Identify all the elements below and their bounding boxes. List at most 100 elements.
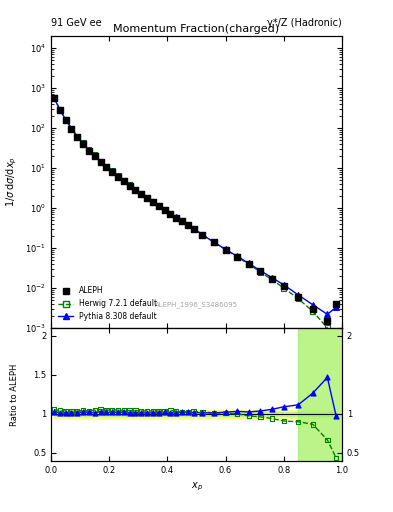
Point [132,409,139,417]
Point [121,177,127,185]
Point [103,406,110,414]
Point [144,194,150,202]
Point [173,409,179,417]
Point [333,300,339,308]
Point [156,202,162,210]
Point [103,163,110,171]
Point [138,190,144,198]
Point [295,294,301,303]
Point [121,408,127,416]
Point [121,407,127,415]
Point [199,231,206,239]
Point [57,409,63,417]
Point [138,190,144,198]
Point [80,139,86,147]
Point [179,408,185,416]
Point [234,252,241,261]
Point [295,293,301,301]
Point [173,213,179,221]
Point [222,409,229,417]
Point [281,282,287,290]
Point [310,389,316,397]
Point [222,246,229,254]
Point [86,146,92,155]
Point [173,407,179,415]
Point [191,407,197,415]
Point [109,167,115,175]
Point [295,401,301,409]
Point [156,407,162,415]
Point [269,405,275,413]
Point [68,409,75,417]
Point [86,146,92,155]
Point [234,253,241,261]
Point [324,324,331,332]
Text: ALEPH_1996_S3486095: ALEPH_1996_S3486095 [155,301,238,308]
Point [92,409,98,417]
Y-axis label: $1/\sigma\,\mathrm{d}\sigma/\mathrm{d}x_p$: $1/\sigma\,\mathrm{d}\sigma/\mathrm{d}x_… [5,157,19,207]
Point [162,407,168,415]
Point [310,307,316,315]
Point [103,162,110,170]
Point [115,172,121,180]
Point [246,412,252,420]
Point [295,418,301,426]
Point [310,301,316,309]
Point [162,408,168,416]
Point [57,105,63,114]
Point [97,408,104,416]
Point [333,412,339,420]
Point [246,408,252,416]
Point [324,310,331,318]
Point [310,420,316,429]
Point [109,168,115,176]
Point [74,133,81,141]
Point [167,210,173,218]
Point [150,198,156,206]
Y-axis label: Ratio to ALEPH: Ratio to ALEPH [10,363,19,425]
Point [92,152,98,160]
Point [281,403,287,411]
Point [185,408,191,416]
Point [86,146,92,154]
Point [68,124,75,133]
Point [191,224,197,232]
Point [167,210,173,218]
Point [185,221,191,229]
Point [211,409,217,417]
Point [51,408,57,416]
Point [51,406,57,414]
Point [132,185,139,194]
Point [211,238,217,246]
Point [179,217,185,225]
Point [162,206,168,214]
Point [234,410,241,418]
Point [269,414,275,422]
Point [92,406,98,414]
Point [222,245,229,253]
Point [62,409,69,417]
Point [132,186,139,194]
Point [199,231,206,239]
Point [211,409,217,417]
Point [51,94,57,102]
Point [74,409,81,417]
Point [57,106,63,114]
Point [97,406,104,414]
Point [97,158,104,166]
Point [115,406,121,414]
Point [246,260,252,268]
Point [333,454,339,462]
Point [310,305,316,313]
Point [51,93,57,101]
Point [173,214,179,222]
Point [127,182,133,190]
Point [97,158,104,166]
Point [150,198,156,206]
Point [156,202,162,210]
Point [234,407,241,415]
Point [295,291,301,299]
Point [127,409,133,417]
Point [222,408,229,416]
Point [86,407,92,415]
